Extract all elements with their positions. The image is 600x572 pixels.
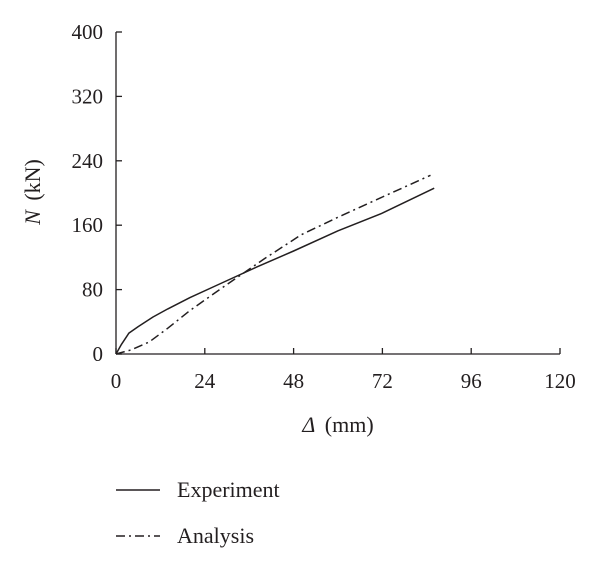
y-axis-symbol: N: [20, 209, 45, 226]
y-axis-title: N (kN): [20, 159, 45, 226]
series-line-analysis: [115, 174, 431, 355]
x-axis-unit: (mm): [325, 412, 374, 437]
x-axis-title: Δ (mm): [301, 412, 373, 437]
x-tick-label: 24: [194, 369, 216, 393]
x-tick-label: 48: [283, 369, 304, 393]
y-ticks: 0 80 160 240 320 400: [72, 20, 122, 366]
y-axis-unit: (kN): [20, 159, 45, 201]
legend: Experiment Analysis: [116, 477, 280, 548]
y-tick-label: 160: [72, 213, 104, 237]
x-ticks: 0 24 48 72 96 120: [111, 348, 576, 393]
axes: [115, 32, 560, 355]
series-group: [115, 174, 435, 355]
x-tick-label: 0: [111, 369, 122, 393]
y-tick-label: 0: [93, 342, 104, 366]
y-tick-label: 320: [72, 84, 104, 108]
series-line-experiment: [115, 187, 435, 355]
x-tick-label: 72: [372, 369, 393, 393]
y-tick-label: 80: [82, 278, 103, 302]
legend-item-analysis: Analysis: [116, 523, 254, 548]
x-tick-label: 120: [544, 369, 576, 393]
x-tick-label: 96: [461, 369, 482, 393]
y-tick-label: 400: [72, 20, 104, 44]
legend-label-experiment: Experiment: [177, 477, 280, 502]
x-axis-symbol: Δ: [301, 412, 315, 437]
y-tick-label: 240: [72, 149, 104, 173]
legend-item-experiment: Experiment: [116, 477, 280, 502]
legend-label-analysis: Analysis: [177, 523, 254, 548]
